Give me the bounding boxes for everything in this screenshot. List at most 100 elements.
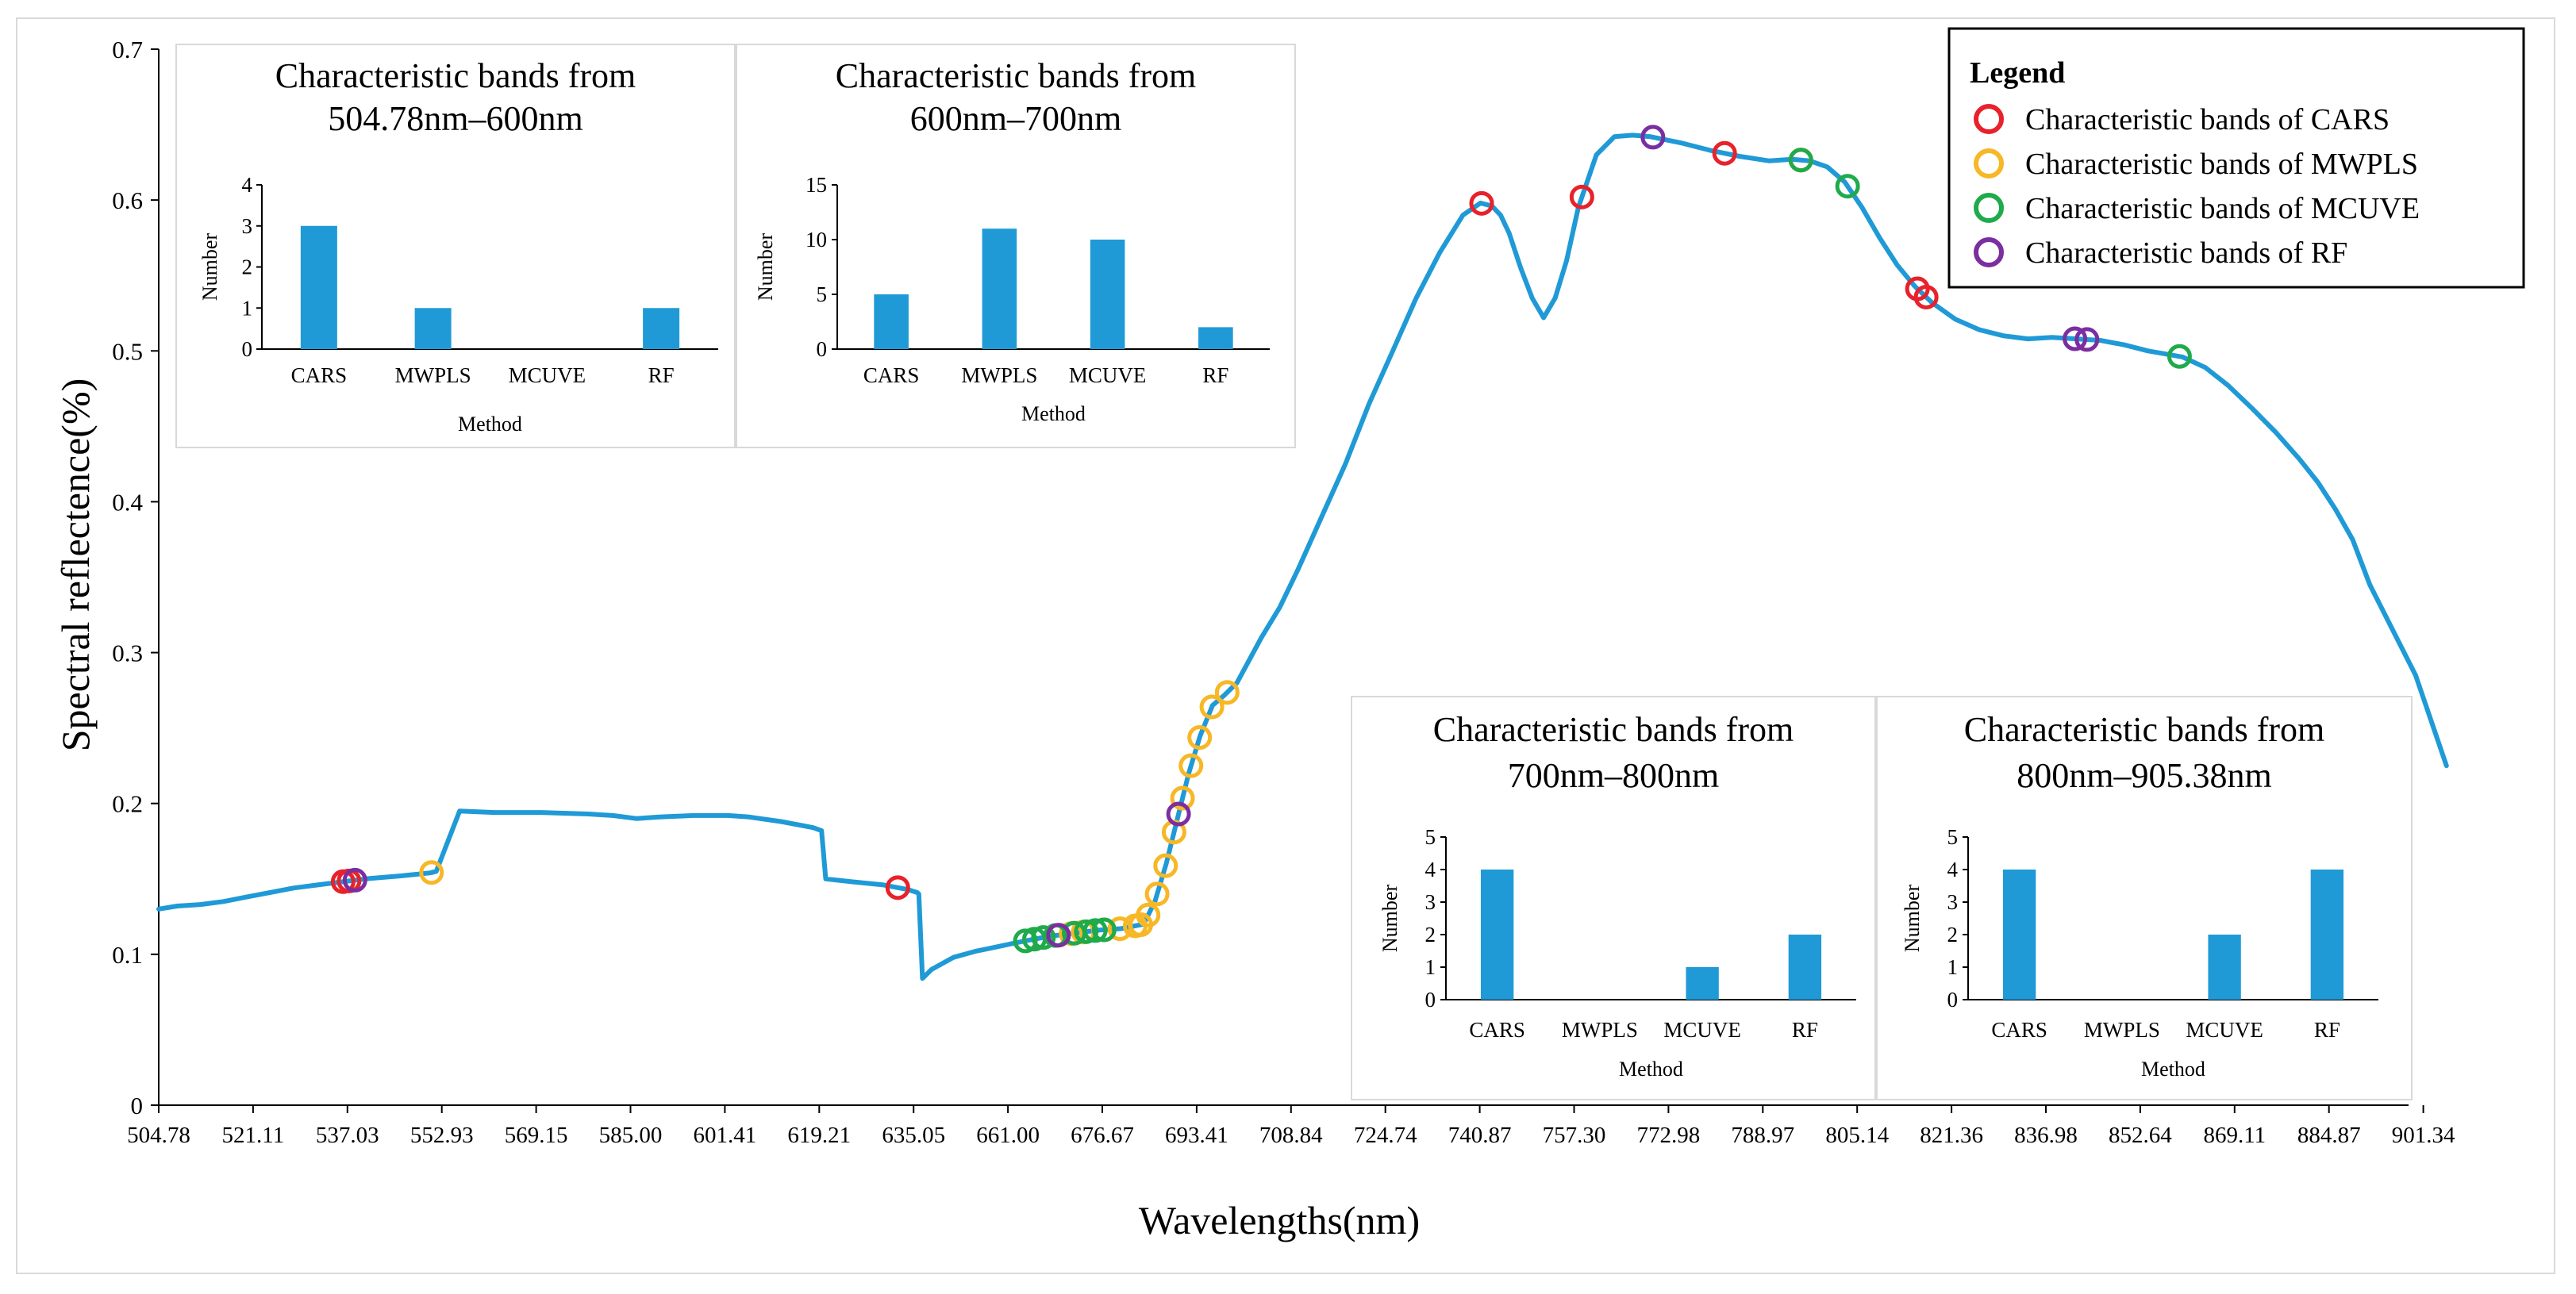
inset-x-axis-title: Method: [458, 413, 522, 436]
inset-bar-mwpls: [414, 308, 452, 349]
inset-category-label: MCUVE: [1663, 1018, 1741, 1042]
x-tick-label: 901.34: [2392, 1123, 2455, 1148]
markers-rf: [342, 125, 2100, 948]
inset-y-tick-label: 5: [1947, 825, 1959, 849]
y-tick-label: 0: [131, 1092, 144, 1119]
band-marker-rf: [2074, 327, 2100, 352]
inset-y-tick-label: 4: [1425, 858, 1436, 881]
inset-bar-cars: [1480, 870, 1514, 1000]
inset-title-line: Characteristic bands from: [836, 56, 1197, 95]
x-tick-label: 635.05: [882, 1123, 945, 1148]
inset-bar-mcuve: [1686, 967, 1719, 1000]
inset-category-label: CARS: [1469, 1018, 1525, 1042]
inset-y-tick-label: 0: [817, 337, 828, 361]
inset-category-label: MCUVE: [1069, 363, 1147, 387]
legend-marker: [1974, 148, 2004, 179]
band-marker-mwpls: [1214, 680, 1240, 705]
inset-category-label: CARS: [291, 363, 348, 387]
inset-x-axis-title: Method: [1619, 1058, 1683, 1081]
inset-y-tick-label: 3: [1947, 890, 1959, 914]
x-tick-label: 537.03: [316, 1123, 379, 1148]
inset-bar-rf: [643, 308, 680, 349]
x-tick-label: 585.00: [599, 1123, 663, 1148]
legend-item-label: Characteristic bands of MWPLS: [2025, 148, 2418, 181]
band-marker-mcuve: [1835, 174, 1860, 199]
main-plot: 0 0.1 0.2 0.3 0.4 0.5 0.6 0.7 504.78 521.11 537.03…: [53, 36, 2455, 1242]
inset-chart-1: Characteristic bands from 504.78nm–600nm 0…: [175, 44, 736, 448]
inset-y-tick-label: 3: [1425, 890, 1436, 914]
inset-bar-charts: Characteristic bands from 504.78nm–600nm 0…: [175, 44, 2413, 1100]
x-axis-title: Wavelengths(nm): [1139, 1198, 1420, 1242]
x-tick-label: 821.36: [1920, 1123, 1983, 1148]
y-axis-title: Spectral reflectence(%): [53, 378, 98, 752]
band-marker-rf: [2063, 326, 2088, 351]
inset-title-line: 700nm–800nm: [1508, 756, 1719, 795]
x-tick-label: 884.87: [2297, 1123, 2361, 1148]
legend-title: Legend: [1970, 56, 2065, 90]
inset-y-tick-label: 0: [1947, 988, 1959, 1012]
inset-category-label: MWPLS: [395, 363, 471, 387]
band-marker-mwpls: [1199, 694, 1225, 720]
band-marker-mwpls: [1153, 853, 1178, 878]
x-tick-label: 740.87: [1448, 1123, 1512, 1148]
legend: Legend Characteristic bands of CARS Charac…: [1947, 27, 2525, 289]
inset-y-tick-label: 5: [817, 282, 828, 306]
x-tick-label: 757.30: [1543, 1123, 1606, 1148]
band-marker-mwpls: [419, 860, 444, 885]
band-marker-mwpls: [1136, 902, 1161, 927]
inset-y-tick-label: 0: [1425, 988, 1436, 1012]
inset-bar-cars: [300, 225, 337, 349]
inset-y-tick-label: 4: [242, 173, 253, 197]
inset-title-line: Characteristic bands from: [275, 56, 636, 95]
inset-bar-rf: [1788, 935, 1822, 1000]
x-tick-label: 693.41: [1165, 1123, 1228, 1148]
inset-y-tick-label: 5: [1425, 825, 1436, 849]
band-marker-cars: [885, 875, 910, 900]
x-tick-label: 504.78: [127, 1123, 190, 1148]
band-marker-mwpls: [1170, 785, 1195, 811]
inset-y-tick-label: 2: [1947, 923, 1959, 947]
inset-y-tick-label: 3: [242, 214, 253, 238]
x-tick-label: 676.67: [1071, 1123, 1134, 1148]
y-tick-label: 0.7: [112, 36, 143, 63]
spectral-reflectance-line: [156, 132, 2449, 981]
x-tick-label: 521.11: [222, 1123, 285, 1148]
inset-chart-4: Characteristic bands from 800nm–905.38nm 0…: [1876, 696, 2413, 1100]
band-marker-mcuve: [2167, 344, 2192, 369]
band-marker-rf: [1166, 801, 1191, 827]
inset-y-tick-label: 4: [1947, 858, 1959, 881]
band-marker-mcuve: [1788, 148, 1813, 173]
inset-category-label: CARS: [1991, 1018, 2047, 1042]
inset-y-tick-label: 1: [1947, 955, 1959, 979]
inset-x-axis-title: Method: [2141, 1058, 2205, 1081]
y-tick-label: 0.5: [112, 337, 143, 365]
inset-category-label: MCUVE: [2186, 1018, 2263, 1042]
inset-bar-rf: [2310, 870, 2344, 1000]
inset-y-tick-label: 2: [242, 255, 253, 279]
band-marker-mwpls: [1187, 725, 1213, 751]
inset-chart-2: Characteristic bands from 600nm–700nm 0 5 10…: [736, 44, 1296, 448]
x-tick-label: 708.84: [1259, 1123, 1323, 1148]
band-marker-cars: [1913, 284, 1939, 309]
band-marker-rf: [342, 867, 367, 893]
legend-marker: [1974, 237, 2004, 267]
band-marker-rf: [1046, 923, 1071, 948]
x-tick-label: 619.21: [787, 1123, 851, 1148]
band-marker-cars: [1569, 184, 1594, 209]
inset-title-line: Characteristic bands from: [1433, 710, 1794, 749]
inset-y-axis-title: Number: [754, 233, 777, 301]
x-tick-label: 661.00: [976, 1123, 1040, 1148]
legend-marker: [1974, 193, 2004, 223]
y-tick-label: 0.1: [112, 941, 143, 969]
legend-marker: [1974, 104, 2004, 134]
x-tick-label: 869.11: [2203, 1123, 2266, 1148]
inset-category-label: RF: [1792, 1018, 1818, 1042]
inset-panel: [175, 44, 736, 448]
inset-bar-cars: [2002, 870, 2036, 1000]
x-tick-label: 772.98: [1637, 1123, 1701, 1148]
inset-y-tick-label: 2: [1425, 923, 1436, 947]
band-marker-mcuve: [1091, 917, 1117, 943]
inset-title-line: 504.78nm–600nm: [328, 99, 582, 138]
inset-y-tick-label: 1: [242, 296, 253, 320]
